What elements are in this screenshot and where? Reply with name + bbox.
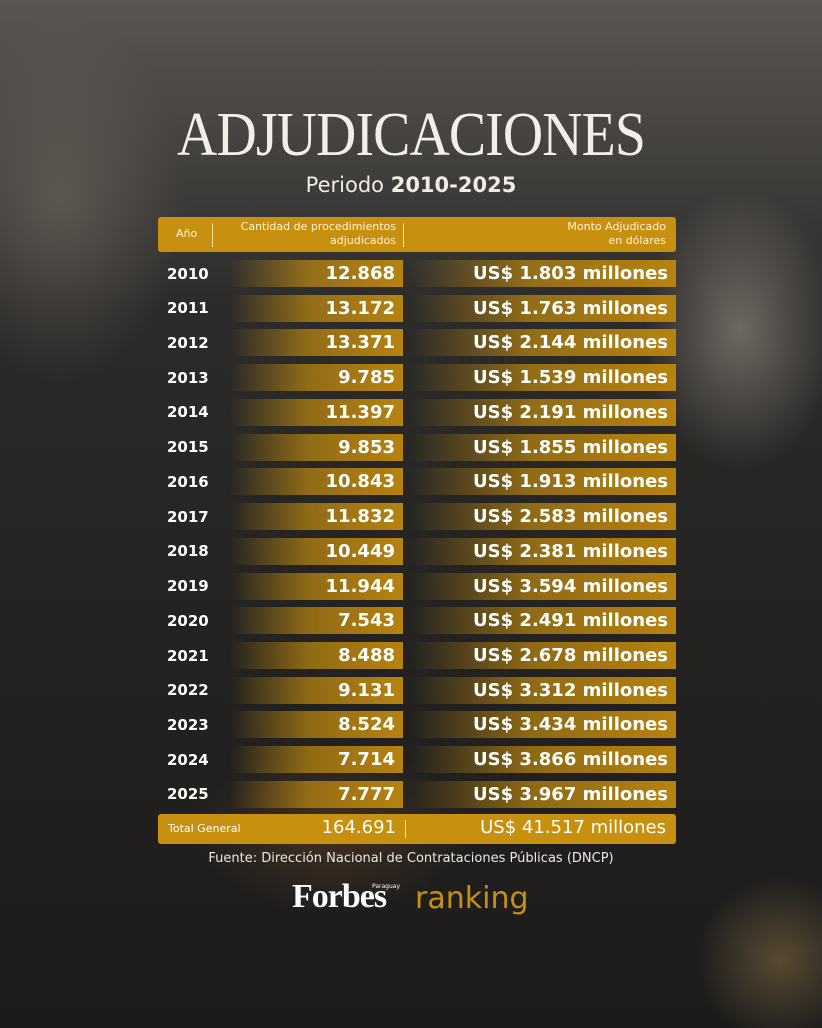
amount-cell: US$ 3.967 millones	[410, 780, 676, 808]
year-cell: 2010	[167, 264, 209, 283]
year-cell: 2024	[167, 750, 209, 769]
table-header: Año Cantidad de procedimientos adjudicad…	[158, 217, 676, 252]
year-cell: 2022	[167, 681, 209, 700]
source: Fuente: Dirección Nacional de Contrataci…	[208, 851, 614, 866]
count-cell: 9.853	[230, 433, 403, 461]
count-cell: 9.785	[230, 364, 403, 392]
divider	[212, 223, 213, 247]
year-cell: 2016	[167, 472, 209, 491]
amount-cell: US$ 3.312 millones	[410, 676, 676, 704]
amount-cell: US$ 1.763 millones	[410, 294, 676, 322]
count-cell: 11.832	[230, 503, 403, 531]
logo-section: ranking	[415, 881, 529, 916]
count-cell: 10.843	[230, 468, 403, 496]
subtitle-prefix: Periodo	[305, 173, 385, 197]
year-cell: 2023	[167, 715, 209, 734]
header-cell: Cantidad de procedimientos adjudicados	[240, 220, 396, 247]
amount-cell: US$ 2.583 millones	[410, 503, 676, 531]
total-amount: US$ 41.517 millones	[480, 817, 666, 838]
count-cell: 7.777	[230, 780, 403, 808]
amount-cell: US$ 2.678 millones	[410, 642, 676, 670]
amount-cell: US$ 1.539 millones	[410, 364, 676, 392]
year-cell: 2021	[167, 646, 209, 665]
logo-brand: Forbes	[292, 878, 387, 915]
amount-cell: US$ 1.913 millones	[410, 468, 676, 496]
amount-cell: US$ 3.866 millones	[410, 746, 676, 774]
header-cell: Monto Adjudicado en dólares	[567, 220, 666, 247]
header-cell: Año	[176, 227, 198, 240]
count-cell: 13.172	[230, 294, 403, 322]
count-cell: 7.714	[230, 746, 403, 774]
amount-cell: US$ 3.434 millones	[410, 711, 676, 739]
year-cell: 2019	[167, 577, 209, 596]
total-label: Total General	[168, 822, 241, 835]
count-cell: 13.371	[230, 329, 403, 357]
count-cell: 8.524	[230, 711, 403, 739]
total-row: Total General 164.691 US$ 41.517 millone…	[158, 814, 676, 844]
count-cell: 8.488	[230, 642, 403, 670]
amount-cell: US$ 2.191 millones	[410, 398, 676, 426]
total-count: 164.691	[321, 817, 396, 838]
subtitle: Periodo 2010-2025	[0, 173, 822, 197]
title: ADJUDICACIONES	[177, 101, 646, 169]
year-cell: 2011	[167, 299, 209, 318]
year-cell: 2025	[167, 785, 209, 804]
year-cell: 2015	[167, 438, 209, 457]
subtitle-period: 2010-2025	[390, 173, 517, 197]
count-cell: 7.543	[230, 607, 403, 635]
amount-cell: US$ 2.144 millones	[410, 329, 676, 357]
year-cell: 2014	[167, 403, 209, 422]
divider	[403, 223, 404, 247]
amount-cell: US$ 2.381 millones	[410, 537, 676, 565]
count-cell: 10.449	[230, 537, 403, 565]
year-cell: 2013	[167, 368, 209, 387]
count-cell: 9.131	[230, 676, 403, 704]
count-cell: 12.868	[230, 260, 403, 287]
logo-edition: Paraguay	[372, 883, 401, 890]
count-cell: 11.397	[230, 398, 403, 426]
year-cell: 2012	[167, 333, 209, 352]
amount-cell: US$ 2.491 millones	[410, 607, 676, 635]
amount-cell: US$ 1.803 millones	[410, 260, 676, 287]
year-cell: 2017	[167, 507, 209, 526]
divider	[405, 820, 406, 838]
amount-cell: US$ 1.855 millones	[410, 433, 676, 461]
count-cell: 11.944	[230, 572, 403, 600]
amount-cell: US$ 3.594 millones	[410, 572, 676, 600]
year-cell: 2020	[167, 611, 209, 630]
year-cell: 2018	[167, 542, 209, 561]
